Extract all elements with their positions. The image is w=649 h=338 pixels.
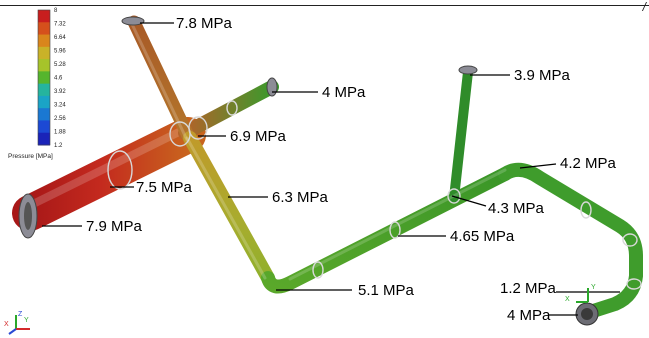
legend-title: Pressure [MPa] — [8, 153, 53, 160]
top-left-outlet-pipe — [127, 15, 197, 147]
legend-tick-label: 3.24 — [54, 103, 66, 109]
outlet-triad-y-label: Y — [591, 284, 596, 291]
leader-lines — [42, 22, 620, 316]
descending-leg-pipe — [183, 131, 275, 285]
right-section-pipe — [498, 162, 643, 319]
outlet-elbow-fitting — [626, 278, 642, 290]
global-coordinate-triad: Z Y X — [4, 311, 30, 335]
pressure-callouts: 7.8 MPa 4 MPa 6.9 MPa 7.5 MPa 7.9 MPa 6.… — [86, 15, 617, 324]
legend-tick-label: 4.6 — [54, 76, 63, 82]
callout-upper-branch-end: 4 MPa — [322, 84, 366, 101]
callout-riser-top: 3.9 MPa — [514, 67, 571, 84]
callout-inlet-mid: 7.5 MPa — [136, 179, 193, 196]
main-run-coupling — [389, 221, 401, 239]
legend-swatch — [38, 22, 50, 36]
pipe-network — [12, 15, 643, 319]
main-run-coupling — [312, 261, 324, 279]
right-coupling — [580, 201, 592, 219]
riser-pipe — [449, 67, 473, 203]
callout-cross-junction: 6.9 MPa — [230, 128, 287, 145]
legend-swatch — [38, 132, 50, 146]
riser-top-flange — [458, 65, 478, 75]
inlet-coupling — [107, 150, 133, 190]
legend-swatch — [38, 95, 50, 109]
legend-swatch — [38, 34, 50, 48]
legend-swatch — [38, 108, 50, 121]
top-left-flange — [121, 16, 145, 26]
legend-swatch — [38, 10, 50, 23]
legend-swatch — [38, 59, 50, 72]
riser-tee-fitting — [447, 188, 461, 204]
outlet-flange-bore — [581, 308, 593, 320]
legend-swatch — [38, 83, 50, 97]
flanges — [18, 16, 599, 326]
legend-tick-label: 1.88 — [54, 130, 66, 136]
main-run-pipe — [261, 167, 512, 294]
global-triad-x-label: X — [4, 321, 9, 328]
legend-tick-label: 6.64 — [54, 35, 66, 41]
pressure-legend: 87.326.645.965.284.63.923.242.561.881.2 … — [8, 8, 66, 160]
legend-swatch — [38, 71, 50, 85]
callout-outlet-upper: 1.2 MPa — [500, 280, 557, 297]
global-triad-y-label: Y — [24, 317, 29, 324]
legend-tick-label: 2.56 — [54, 116, 66, 122]
callout-descending-leg: 6.3 MPa — [272, 189, 329, 206]
callout-right-elbow: 4.2 MPa — [560, 155, 617, 172]
header-mark: / — [642, 0, 646, 14]
branch-coupling — [226, 100, 238, 116]
callout-main-run: 4.65 MPa — [450, 228, 515, 245]
upper-branch-pipe — [178, 80, 279, 140]
outlet-coordinate-triad: Y X — [565, 284, 596, 303]
callout-riser-tee: 4.3 MPa — [488, 200, 545, 217]
legend-tick-label: 1.2 — [54, 143, 63, 149]
legend-tick-label: 5.96 — [54, 49, 66, 55]
right-elbow-fitting — [622, 233, 638, 247]
legend-tick-labels: 8 7.32 6.64 5.96 5.28 4.6 3.92 3.24 2.56 1.88 1.2 — [54, 8, 66, 149]
header-rule — [0, 5, 649, 6]
callout-top-left-outlet: 7.8 MPa — [176, 15, 233, 32]
outlet-triad-x-label: X — [565, 296, 570, 303]
legend-tick-label: 5.28 — [54, 62, 66, 68]
cross-fitting — [188, 116, 208, 140]
callout-lower-elbow: 5.1 MPa — [358, 282, 415, 299]
legend-color-bar — [37, 9, 51, 146]
global-triad-z-label: Z — [18, 311, 23, 318]
legend-swatch — [38, 120, 50, 134]
inlet-pipe — [12, 117, 206, 231]
legend-tick-label: 3.92 — [54, 89, 66, 95]
pipe-fittings — [107, 100, 642, 290]
legend-tick-label: 8 — [54, 8, 58, 14]
callout-inlet-end: 7.9 MPa — [86, 218, 143, 235]
legend-frame — [37, 9, 51, 146]
inlet-flange-bore — [24, 202, 32, 230]
branch-end-flange — [266, 77, 278, 97]
legend-tick-label: 7.32 — [54, 22, 66, 28]
legend-swatch — [38, 46, 50, 60]
callout-outlet-lower: 4 MPa — [507, 307, 551, 324]
